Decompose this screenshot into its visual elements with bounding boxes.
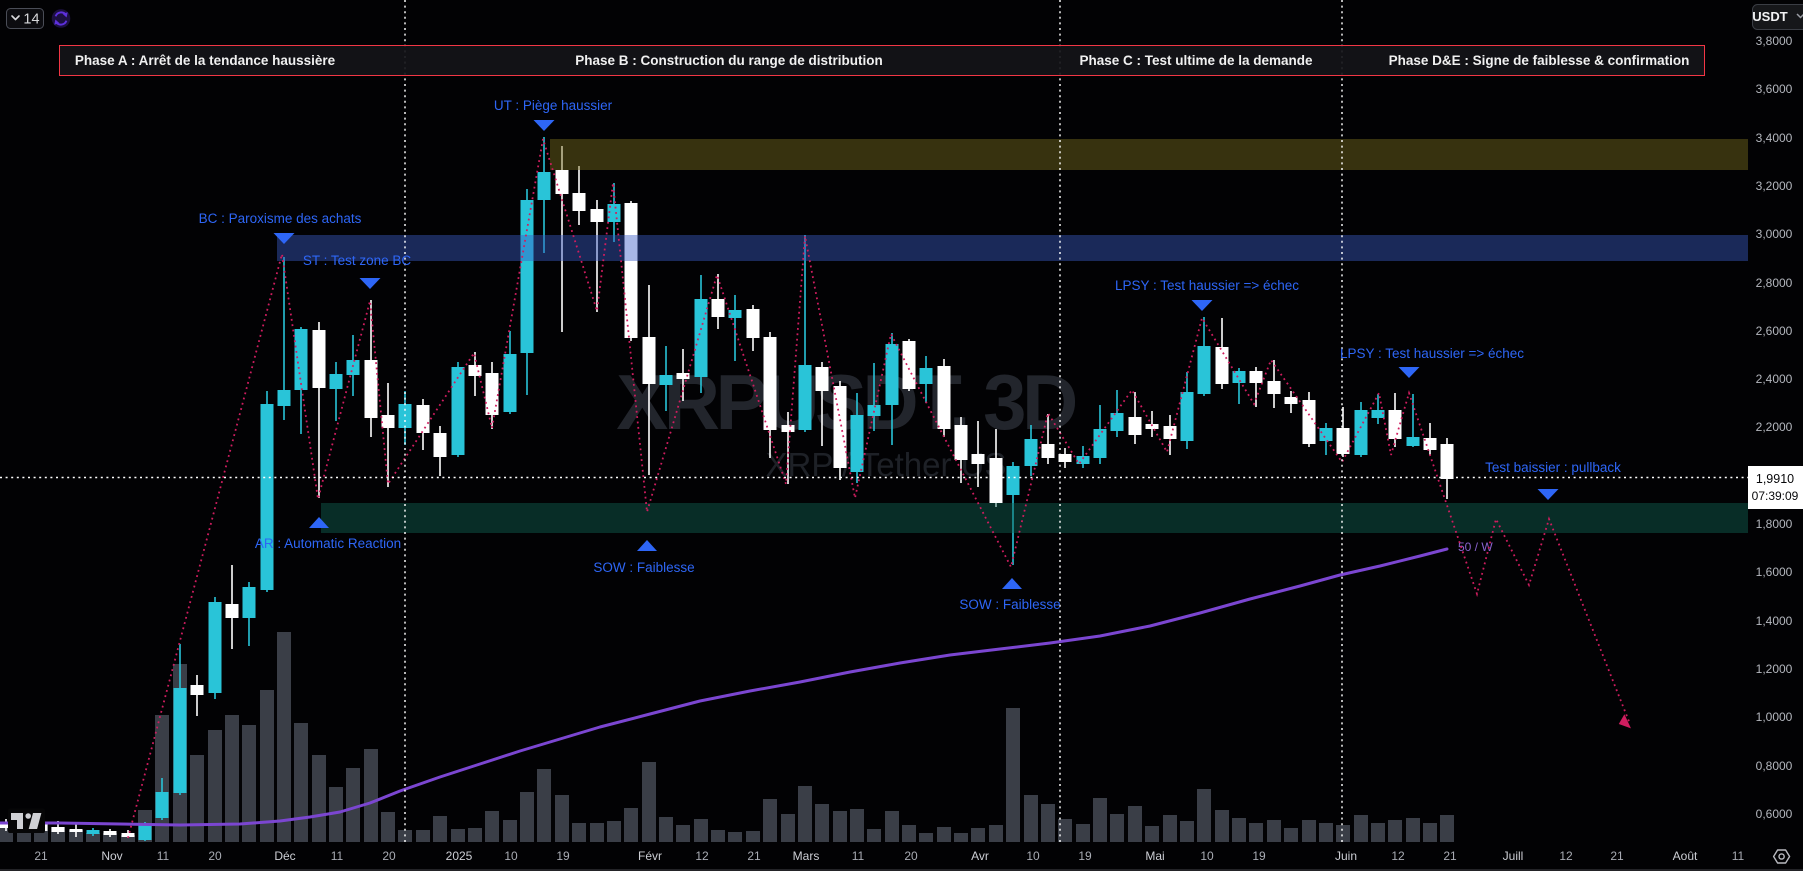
svg-text:LPSY : Test haussier => échec: LPSY : Test haussier => échec [1340, 346, 1524, 361]
svg-text:3,8000: 3,8000 [1756, 34, 1793, 48]
svg-text:12: 12 [1559, 849, 1573, 863]
svg-text:11: 11 [331, 849, 344, 863]
svg-text:1,4000: 1,4000 [1756, 614, 1793, 628]
svg-text:20: 20 [382, 849, 396, 863]
svg-text:11: 11 [852, 849, 865, 863]
svg-text:Mai: Mai [1145, 849, 1164, 863]
svg-text:11: 11 [1732, 849, 1745, 863]
svg-text:2025: 2025 [446, 849, 473, 863]
svg-text:Mars: Mars [793, 849, 820, 863]
svg-text:19: 19 [556, 849, 570, 863]
svg-text:14: 14 [23, 12, 39, 28]
svg-text:3,2000: 3,2000 [1756, 179, 1793, 193]
svg-text:Test baissier : pullback: Test baissier : pullback [1485, 460, 1621, 475]
svg-text:12: 12 [695, 849, 709, 863]
svg-text:10: 10 [1200, 849, 1214, 863]
svg-text:1,8000: 1,8000 [1756, 517, 1793, 531]
svg-text:Phase C : Test ultime de la de: Phase C : Test ultime de la demande [1079, 53, 1313, 68]
svg-text:2,2000: 2,2000 [1756, 420, 1793, 434]
svg-text:LPSY : Test haussier => échec: LPSY : Test haussier => échec [1115, 278, 1299, 293]
svg-text:21: 21 [34, 849, 48, 863]
svg-text:Juill: Juill [1503, 849, 1524, 863]
svg-text:19: 19 [1078, 849, 1092, 863]
svg-text:1,0000: 1,0000 [1756, 710, 1793, 724]
svg-text:19: 19 [1252, 849, 1266, 863]
svg-text:XRPUSDT, 3D: XRPUSDT, 3D [616, 358, 1076, 446]
svg-text:20: 20 [904, 849, 918, 863]
svg-text:UT : Piège haussier: UT : Piège haussier [494, 98, 613, 113]
svg-text:20: 20 [208, 849, 222, 863]
svg-text:Déc: Déc [274, 849, 295, 863]
svg-text:BC : Paroxisme des achats: BC : Paroxisme des achats [199, 211, 362, 226]
svg-text:Phase A : Arrêt de la tendance: Phase A : Arrêt de la tendance haussière [75, 53, 336, 68]
svg-text:1,9910: 1,9910 [1756, 472, 1794, 486]
svg-text:Phase D&E : Signe de faiblesse: Phase D&E : Signe de faiblesse & confirm… [1389, 53, 1690, 68]
svg-text:Nov: Nov [101, 849, 122, 863]
svg-text:Phase B : Construction du rang: Phase B : Construction du range de distr… [575, 53, 883, 68]
svg-text:50 / W: 50 / W [1458, 540, 1493, 554]
svg-text:2,4000: 2,4000 [1756, 372, 1793, 386]
svg-text:21: 21 [1610, 849, 1624, 863]
svg-text:2,6000: 2,6000 [1756, 324, 1793, 338]
svg-text:21: 21 [747, 849, 761, 863]
svg-text:Août: Août [1673, 849, 1698, 863]
svg-text:3,4000: 3,4000 [1756, 131, 1793, 145]
svg-text:07:39:09: 07:39:09 [1752, 489, 1799, 503]
svg-text:ST : Test zone BC: ST : Test zone BC [303, 253, 412, 268]
svg-text:11: 11 [157, 849, 170, 863]
svg-text:21: 21 [1443, 849, 1457, 863]
svg-text:Févr: Févr [638, 849, 662, 863]
svg-text:1,2000: 1,2000 [1756, 662, 1793, 676]
svg-text:USDT: USDT [1752, 9, 1787, 24]
svg-text:3,6000: 3,6000 [1756, 82, 1793, 96]
svg-text:10: 10 [1026, 849, 1040, 863]
svg-text:10: 10 [504, 849, 518, 863]
svg-text:Avr: Avr [971, 849, 989, 863]
svg-text:SOW : Faiblesse: SOW : Faiblesse [593, 560, 694, 575]
svg-text:Juin: Juin [1335, 849, 1357, 863]
svg-text:3,0000: 3,0000 [1756, 227, 1793, 241]
svg-text:1,6000: 1,6000 [1756, 565, 1793, 579]
svg-text:12: 12 [1391, 849, 1405, 863]
svg-text:0,6000: 0,6000 [1756, 807, 1793, 821]
svg-text:0,8000: 0,8000 [1756, 759, 1793, 773]
svg-text:SOW : Faiblesse: SOW : Faiblesse [959, 597, 1060, 612]
svg-text:2,8000: 2,8000 [1756, 276, 1793, 290]
svg-text:AR : Automatic Reaction: AR : Automatic Reaction [255, 536, 401, 551]
